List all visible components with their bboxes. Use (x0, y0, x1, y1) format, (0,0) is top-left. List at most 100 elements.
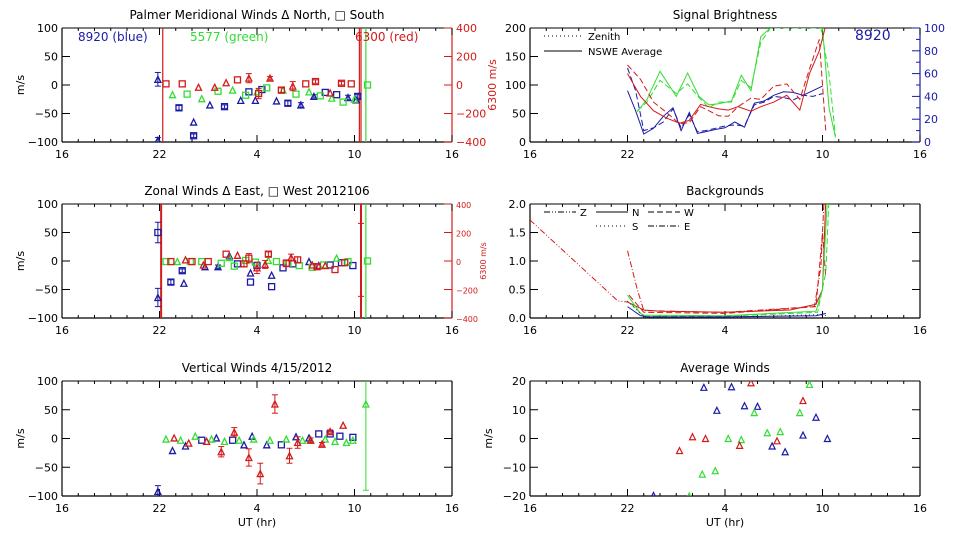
data-point-square (315, 430, 323, 438)
panel-meridional: Palmer Meridional Winds Δ North, □ South… (14, 8, 499, 161)
x-tick-label: 4 (722, 324, 729, 337)
data-point-square (204, 257, 212, 266)
x-tick-label: 10 (816, 324, 830, 337)
series-line (636, 28, 836, 138)
data-point-square (337, 79, 346, 87)
data-point-triangle (265, 73, 275, 82)
data-point-triangle (343, 93, 353, 102)
legend-annotation: 6300 (red) (355, 30, 418, 44)
plot-area (153, 28, 372, 142)
y-tick-label: 0 (51, 255, 58, 268)
y-right-tick-label: −400 (456, 315, 478, 324)
data-point-square (240, 260, 248, 268)
data-point-triangle (799, 430, 807, 439)
y-right-tick-label: −200 (456, 287, 478, 296)
y-tick-label: −100 (28, 136, 58, 149)
data-point-triangle (230, 427, 239, 436)
legend-label: Zenith (588, 32, 620, 43)
series-line (636, 28, 836, 137)
legend-label: Z (580, 208, 587, 219)
y-tick-label: −100 (28, 490, 58, 503)
data-point-triangle (350, 94, 359, 103)
data-point-square (178, 267, 186, 275)
data-point-triangle (202, 436, 211, 446)
data-point-square (349, 433, 357, 442)
data-point-square (154, 228, 162, 237)
data-point-triangle (285, 451, 294, 460)
plot-area (627, 28, 836, 138)
y-tick-label: 100 (37, 198, 58, 211)
plot-area (153, 381, 370, 496)
y-tick-label: 1.0 (509, 255, 527, 268)
series-line (627, 85, 823, 135)
data-point-triangle (339, 420, 348, 429)
x-axis-label: UT (hr) (238, 516, 276, 529)
data-point-triangle (651, 491, 656, 496)
data-point-square (246, 278, 255, 286)
y-axis-label: m/s (14, 428, 27, 448)
y-tick-label: −50 (35, 461, 58, 474)
data-point-square (183, 90, 191, 98)
data-point-square (175, 104, 183, 112)
data-point-square (241, 91, 250, 99)
data-point-triangle (688, 432, 697, 441)
x-tick-label: 16 (445, 148, 459, 161)
series-line (628, 232, 827, 314)
data-point-triangle (724, 434, 733, 443)
data-point-triangle (207, 434, 216, 443)
data-point-triangle (262, 440, 271, 449)
y-tick-label: 100 (37, 375, 58, 388)
series-line (627, 39, 827, 132)
x-tick-label: 22 (153, 324, 167, 337)
data-point-square (282, 259, 290, 267)
data-point-triangle (287, 253, 296, 262)
series-line (627, 204, 825, 313)
y-tick-label: −50 (35, 108, 58, 121)
data-point-triangle (239, 440, 249, 449)
y-right-tick-label: 200 (456, 51, 477, 64)
data-point-square (178, 80, 186, 88)
data-point-square (189, 132, 198, 140)
data-point-square (267, 282, 276, 291)
data-point-triangle (795, 408, 804, 417)
series-line (630, 204, 830, 317)
x-tick-label: 10 (816, 502, 830, 515)
data-point-square (162, 80, 170, 88)
x-tick-label: 10 (348, 324, 362, 337)
data-point-triangle (781, 447, 790, 456)
data-point-triangle (321, 261, 330, 270)
legend-annotation: 8920 (855, 28, 891, 44)
data-point-triangle (293, 438, 302, 447)
data-point-triangle (184, 438, 193, 447)
data-point-square (332, 91, 341, 99)
data-point-square (264, 250, 273, 258)
y-right-tick-label: 200 (456, 230, 471, 239)
data-point-square (272, 257, 281, 266)
data-point-square (167, 278, 175, 286)
data-point-triangle (217, 447, 226, 456)
y-right-tick-label: −200 (456, 108, 486, 121)
y-tick-label: −50 (35, 284, 58, 297)
data-point-triangle (753, 401, 762, 410)
x-tick-label: 16 (523, 324, 537, 337)
data-point-square (363, 81, 372, 89)
data-point-triangle (249, 434, 258, 443)
y-tick-label: 100 (505, 79, 526, 92)
data-point-square (293, 256, 302, 264)
series-line (627, 67, 823, 133)
legend-label: N (632, 208, 639, 219)
data-point-square (230, 262, 238, 270)
chart-title: Zonal Winds Δ East, □ West 2012106 (144, 184, 369, 198)
data-point-triangle (153, 486, 162, 496)
y-tick-label: 0 (519, 136, 526, 149)
x-tick-label: 4 (722, 148, 729, 161)
data-point-triangle (282, 434, 291, 443)
data-point-triangle (326, 88, 335, 97)
x-tick-label: 10 (348, 502, 362, 515)
data-point-square (313, 263, 321, 271)
data-point-square (254, 89, 263, 98)
data-point-square (214, 87, 222, 95)
